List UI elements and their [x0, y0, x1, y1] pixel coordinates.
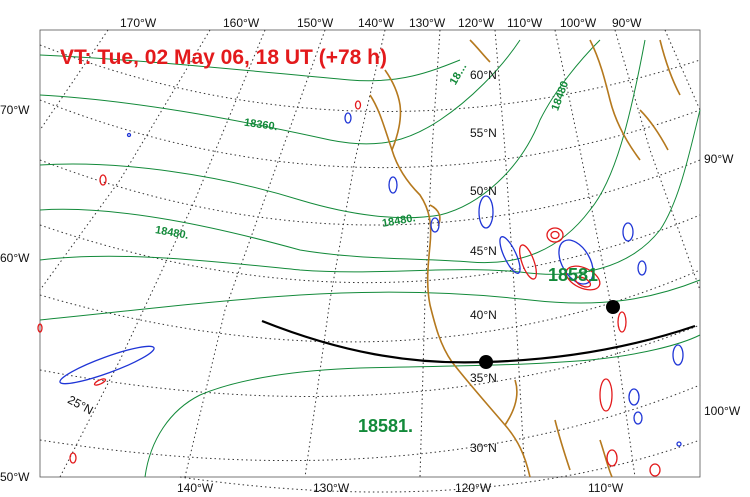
height-max-label: 18581.	[358, 416, 414, 436]
top-lon-label: 150°W	[297, 16, 334, 30]
top-lon-label: 160°W	[223, 16, 260, 30]
top-lon-label: 140°W	[358, 16, 395, 30]
bottom-lon-label: 120°W	[455, 481, 492, 495]
lat-label: 30°N	[470, 441, 497, 455]
lat-label: 55°N	[470, 126, 497, 140]
valid-time-title: VT: Tue, 02 May 06, 18 UT (+78 h)	[60, 46, 387, 69]
left-edge-label: 60°W	[0, 251, 30, 265]
top-lon-label: 100°W	[560, 16, 597, 30]
top-lon-label: 170°W	[120, 16, 157, 30]
meridian-lines	[39, 29, 701, 478]
top-lon-label: 90°W	[612, 16, 642, 30]
parallel-lines	[39, 44, 701, 493]
lat-label: 45°N	[470, 244, 497, 258]
height-max-label: 18581	[548, 265, 599, 285]
coastlines	[369, 39, 681, 478]
right-edge-label: 100°W	[704, 404, 741, 418]
lat-label: 40°N	[470, 308, 497, 322]
top-lon-label: 120°W	[458, 16, 495, 30]
lat-label: 60°N	[470, 68, 497, 82]
lat-label: 35°N	[470, 371, 497, 385]
top-lon-label: 130°W	[409, 16, 446, 30]
left-edge-label: 70°W	[0, 103, 30, 117]
bottom-lon-label: 110°W	[588, 481, 624, 495]
lat-label: 50°N	[470, 184, 497, 198]
bottom-lon-label: 130°W	[313, 481, 350, 495]
bottom-lon-label: 140°W	[177, 481, 214, 495]
right-edge-label: 90°W	[704, 152, 734, 166]
map-frame-border	[39, 29, 701, 478]
height-contours	[39, 39, 701, 478]
negative-anomaly-contours	[59, 112, 684, 447]
track-point-west	[479, 355, 493, 369]
positive-anomaly-contours	[37, 100, 661, 477]
left-edge-label: 50°W	[0, 470, 30, 484]
top-lon-label: 110°W	[507, 16, 543, 30]
track-point-east	[606, 300, 620, 314]
